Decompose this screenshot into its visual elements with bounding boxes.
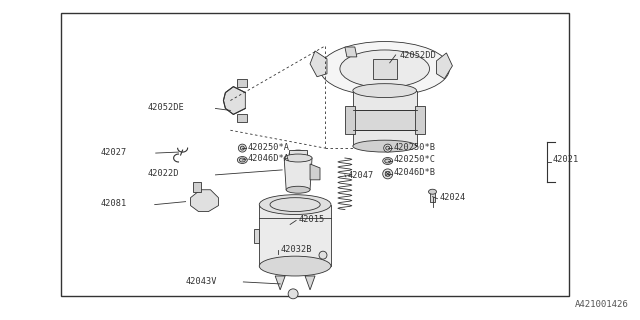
Ellipse shape (259, 256, 331, 276)
Bar (259, 204, 331, 266)
Circle shape (288, 289, 298, 299)
Polygon shape (275, 276, 285, 290)
Text: 42022D: 42022D (148, 169, 179, 178)
Text: 42046D*A: 42046D*A (247, 154, 289, 163)
Text: 420250*C: 420250*C (394, 156, 436, 164)
Polygon shape (254, 229, 259, 243)
Text: 420250*A: 420250*A (247, 143, 289, 152)
Text: 42021: 42021 (553, 156, 579, 164)
Polygon shape (310, 164, 320, 180)
Polygon shape (305, 276, 315, 290)
Circle shape (238, 144, 246, 152)
Text: 42046D*B: 42046D*B (394, 168, 436, 177)
Bar (353, 110, 417, 130)
Bar (353, 91, 417, 110)
Ellipse shape (239, 158, 245, 162)
Polygon shape (345, 47, 357, 57)
Circle shape (241, 146, 244, 150)
Bar (372, 59, 397, 79)
Polygon shape (191, 190, 218, 212)
Text: 420250*B: 420250*B (394, 143, 436, 152)
Text: 42032B: 42032B (280, 245, 312, 254)
Text: 42043V: 42043V (186, 277, 217, 286)
Ellipse shape (385, 159, 390, 163)
Ellipse shape (237, 156, 247, 164)
Bar (353, 130, 417, 146)
Polygon shape (237, 114, 247, 122)
Bar (61, 13, 569, 296)
Polygon shape (223, 87, 245, 114)
Text: 42052DE: 42052DE (148, 103, 184, 112)
Text: 42015: 42015 (298, 215, 324, 224)
Circle shape (319, 251, 327, 259)
Text: 42052DD: 42052DD (399, 52, 436, 60)
Ellipse shape (284, 154, 312, 162)
Circle shape (384, 144, 392, 152)
Ellipse shape (383, 157, 393, 164)
Polygon shape (310, 51, 327, 77)
Text: 42024: 42024 (440, 193, 466, 202)
Polygon shape (193, 182, 200, 192)
Bar (345, 107, 355, 134)
Text: 42047: 42047 (348, 172, 374, 180)
Polygon shape (237, 79, 247, 87)
Polygon shape (429, 192, 435, 202)
Bar (289, 150, 307, 158)
Circle shape (385, 172, 390, 176)
Ellipse shape (429, 189, 436, 194)
Ellipse shape (353, 140, 417, 152)
Text: 42027: 42027 (101, 148, 127, 156)
Ellipse shape (340, 50, 429, 88)
Ellipse shape (286, 186, 310, 193)
Ellipse shape (289, 150, 307, 158)
Circle shape (383, 169, 393, 179)
Text: A421001426: A421001426 (575, 300, 628, 309)
Text: 42081: 42081 (101, 199, 127, 208)
Ellipse shape (259, 195, 331, 214)
Ellipse shape (320, 42, 449, 96)
Ellipse shape (353, 84, 417, 98)
Polygon shape (284, 158, 312, 190)
Bar (415, 107, 424, 134)
Circle shape (386, 146, 390, 150)
Polygon shape (436, 53, 452, 79)
